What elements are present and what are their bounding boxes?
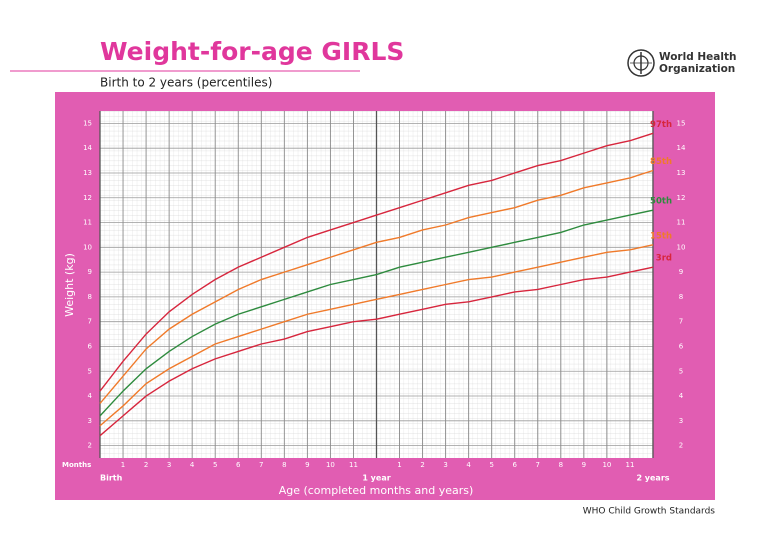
- y-tick-label: 12: [677, 194, 686, 202]
- series-label: 15th: [650, 231, 672, 241]
- x-axis-title: Age (completed months and years): [279, 484, 474, 497]
- y-tick-label: 13: [83, 169, 92, 177]
- x-tick-label: 5: [489, 461, 493, 469]
- y-tick-label: 15: [83, 119, 92, 127]
- y-tick-label: 6: [679, 342, 684, 350]
- y-tick-label: 15: [677, 119, 686, 127]
- y-tick-label: 6: [88, 342, 93, 350]
- series-label: 97th: [650, 120, 672, 130]
- y-tick-label: 2: [88, 442, 92, 450]
- y-tick-label: 9: [679, 268, 683, 276]
- series-line: [99, 266, 654, 437]
- y-tick-label: 2: [679, 442, 683, 450]
- y-tick-label: 10: [677, 243, 686, 251]
- series-line: [99, 209, 654, 417]
- y-tick-label: 9: [88, 268, 92, 276]
- y-tick-label: 7: [679, 318, 683, 326]
- x-tick-label: 3: [167, 461, 171, 469]
- y-tick-label: 13: [677, 169, 686, 177]
- series-line: [99, 244, 654, 427]
- series-line: [99, 169, 654, 404]
- x-tick-label: 9: [305, 461, 309, 469]
- x-tick-label: 1 year: [362, 474, 390, 483]
- x-tick-label: 11: [625, 461, 634, 469]
- x-tick-label: 2: [420, 461, 424, 469]
- y-tick-label: 4: [88, 392, 93, 400]
- footer: WHO Child Growth Standards: [583, 507, 716, 517]
- x-tick-label: 9: [582, 461, 586, 469]
- y-tick-label: 5: [679, 367, 683, 375]
- subtitle: Birth to 2 years (percentiles): [100, 76, 272, 90]
- x-tick-label: 8: [282, 461, 286, 469]
- x-tick-label: 2: [144, 461, 148, 469]
- x-tick-label: 10: [326, 461, 335, 469]
- y-tick-label: 8: [88, 293, 92, 301]
- y-tick-label: 5: [88, 367, 92, 375]
- x-tick-label: 7: [259, 461, 263, 469]
- page-title: Weight-for-age GIRLS: [100, 37, 404, 66]
- y-tick-label: 7: [88, 318, 92, 326]
- x-tick-label: 8: [559, 461, 563, 469]
- x-tick-label: 10: [602, 461, 611, 469]
- x-tick-label: 2 years: [636, 474, 669, 483]
- series-line: [99, 132, 654, 392]
- x-tick-label: 1: [121, 461, 125, 469]
- series-label: 3rd: [656, 254, 672, 264]
- y-tick-label: 12: [83, 194, 92, 202]
- x-tick-label: 1: [397, 461, 401, 469]
- y-tick-label: 14: [677, 144, 686, 152]
- x-tick-label: 6: [236, 461, 241, 469]
- x-tick-label: 5: [213, 461, 217, 469]
- x-tick-label: 6: [513, 461, 518, 469]
- series-label: 50th: [650, 197, 672, 207]
- org-name: Organization: [659, 63, 735, 75]
- who-logo: [627, 49, 655, 77]
- grid: [99, 111, 654, 458]
- x-tick-label: Birth: [100, 474, 123, 483]
- x-tick-label: 7: [536, 461, 540, 469]
- x-tick-label: 11: [349, 461, 358, 469]
- y-tick-label: 11: [677, 219, 686, 227]
- x-tick-label: 3: [443, 461, 447, 469]
- y-tick-label: 4: [679, 392, 684, 400]
- x-tick-label: 4: [190, 461, 195, 469]
- y-tick-label: 10: [83, 243, 92, 251]
- x-tick-label: 4: [466, 461, 471, 469]
- y-tick-label: 14: [83, 144, 92, 152]
- x-unit-label: Months: [62, 461, 91, 469]
- y-axis-title: Weight (kg): [63, 253, 76, 317]
- y-tick-label: 3: [88, 417, 92, 425]
- y-tick-label: 8: [679, 293, 683, 301]
- lines: [99, 132, 654, 437]
- y-tick-label: 11: [83, 219, 92, 227]
- org-name: World Health: [659, 51, 736, 63]
- y-tick-label: 3: [679, 417, 683, 425]
- series-label: 85th: [650, 157, 672, 167]
